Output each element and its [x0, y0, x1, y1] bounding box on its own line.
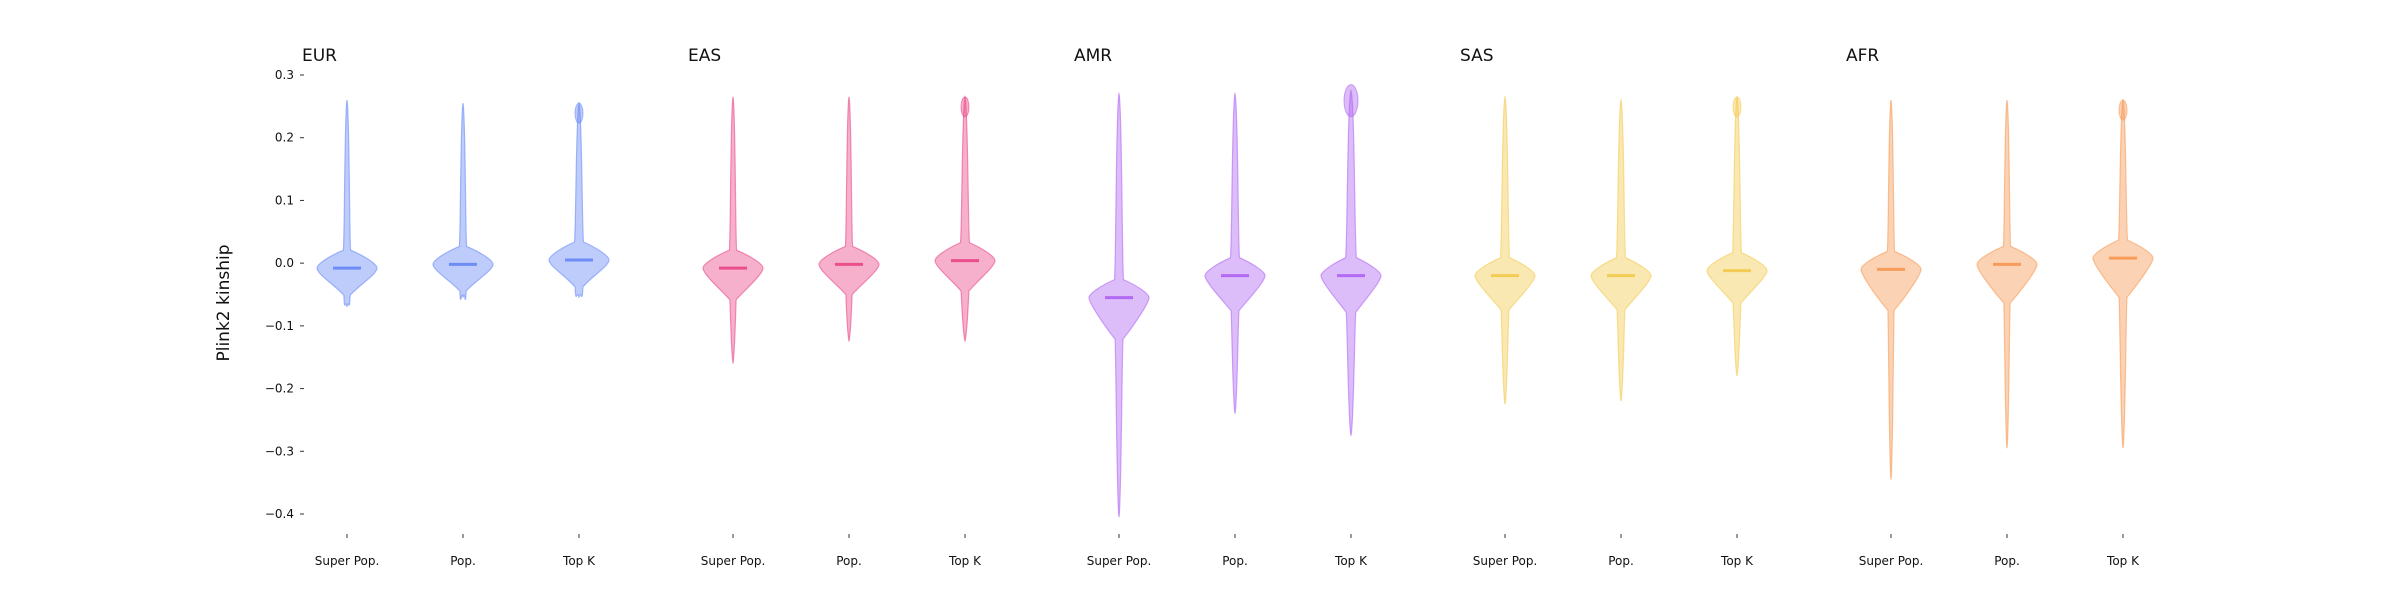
- y-tick-label: 0.1: [275, 193, 294, 207]
- y-tick-label: 0.0: [275, 256, 294, 270]
- x-tick-label: Super Pop.: [1087, 554, 1152, 568]
- x-tick-label: Super Pop.: [701, 554, 766, 568]
- violin-top-bulb: [1732, 96, 1742, 118]
- y-tick-label: −0.3: [265, 444, 294, 458]
- x-tick-label: Pop.: [1994, 554, 2020, 568]
- violin-top-bulb: [574, 102, 584, 124]
- y-tick-label: 0.2: [275, 131, 294, 145]
- violin-body: [1474, 94, 1536, 405]
- x-tick-label: Top K: [2106, 554, 2140, 568]
- violin-body: [1088, 91, 1150, 518]
- panel-title: AFR: [1846, 46, 1879, 66]
- violin-body: [2092, 97, 2154, 449]
- violin-top-bulb: [1343, 84, 1359, 118]
- violin-body: [818, 96, 880, 342]
- x-tick-label: Pop.: [1222, 554, 1248, 568]
- violin-body: [1320, 88, 1382, 436]
- panel-title: EAS: [688, 46, 721, 66]
- x-tick-label: Super Pop.: [315, 554, 380, 568]
- violin-body: [432, 103, 494, 300]
- violin-body: [1204, 91, 1266, 414]
- x-tick-label: Pop.: [1608, 554, 1634, 568]
- violin-body: [1590, 97, 1652, 402]
- violin-body: [548, 101, 610, 298]
- x-tick-label: Top K: [562, 554, 596, 568]
- violin-body: [316, 99, 378, 308]
- x-tick-label: Top K: [948, 554, 982, 568]
- x-tick-label: Super Pop.: [1859, 554, 1924, 568]
- x-tick-label: Pop.: [836, 554, 862, 568]
- y-tick-label: −0.4: [265, 507, 294, 521]
- x-tick-label: Pop.: [450, 554, 476, 568]
- panel-eas: EAS Super Pop. Pop. Top K: [688, 46, 996, 568]
- y-axis-label: Plink2 kinship: [214, 244, 234, 361]
- panel-amr: AMR Super Pop. Pop. Top K: [1074, 46, 1382, 568]
- panel-sas: SAS Super Pop. Pop. Top K: [1460, 46, 1768, 568]
- violin-body: [1976, 99, 2038, 449]
- panels: EUR Super Pop. Pop. Top K EAS Super Pop. Pop. T…: [302, 46, 2154, 568]
- x-tick-label: Super Pop.: [1473, 554, 1538, 568]
- panel-title: SAS: [1460, 46, 1494, 66]
- violin-top-bulb: [2118, 99, 2128, 121]
- panel-eur: EUR Super Pop. Pop. Top K: [302, 46, 610, 568]
- violin-body: [702, 96, 764, 364]
- panel-title: EUR: [302, 46, 337, 66]
- y-tick-label: −0.1: [265, 319, 294, 333]
- x-tick-label: Top K: [1720, 554, 1754, 568]
- violin-top-bulb: [960, 96, 970, 118]
- y-tick-label: −0.2: [265, 382, 294, 396]
- panel-title: AMR: [1074, 46, 1112, 66]
- violin-body: [934, 94, 996, 342]
- y-axis: 0.3 0.2 0.1 0.0 −0.1 −0.2 −0.3 −0.4: [265, 68, 304, 521]
- x-tick-label: Top K: [1334, 554, 1368, 568]
- y-tick-label: 0.3: [275, 68, 294, 82]
- violin-body: [1706, 94, 1768, 377]
- panel-afr: AFR Super Pop. Pop. Top K: [1846, 46, 2154, 568]
- violin-body: [1860, 99, 1922, 480]
